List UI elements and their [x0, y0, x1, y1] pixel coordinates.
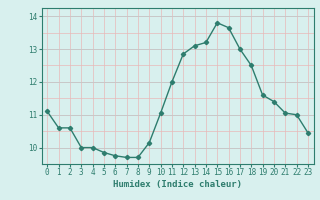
X-axis label: Humidex (Indice chaleur): Humidex (Indice chaleur)	[113, 180, 242, 189]
